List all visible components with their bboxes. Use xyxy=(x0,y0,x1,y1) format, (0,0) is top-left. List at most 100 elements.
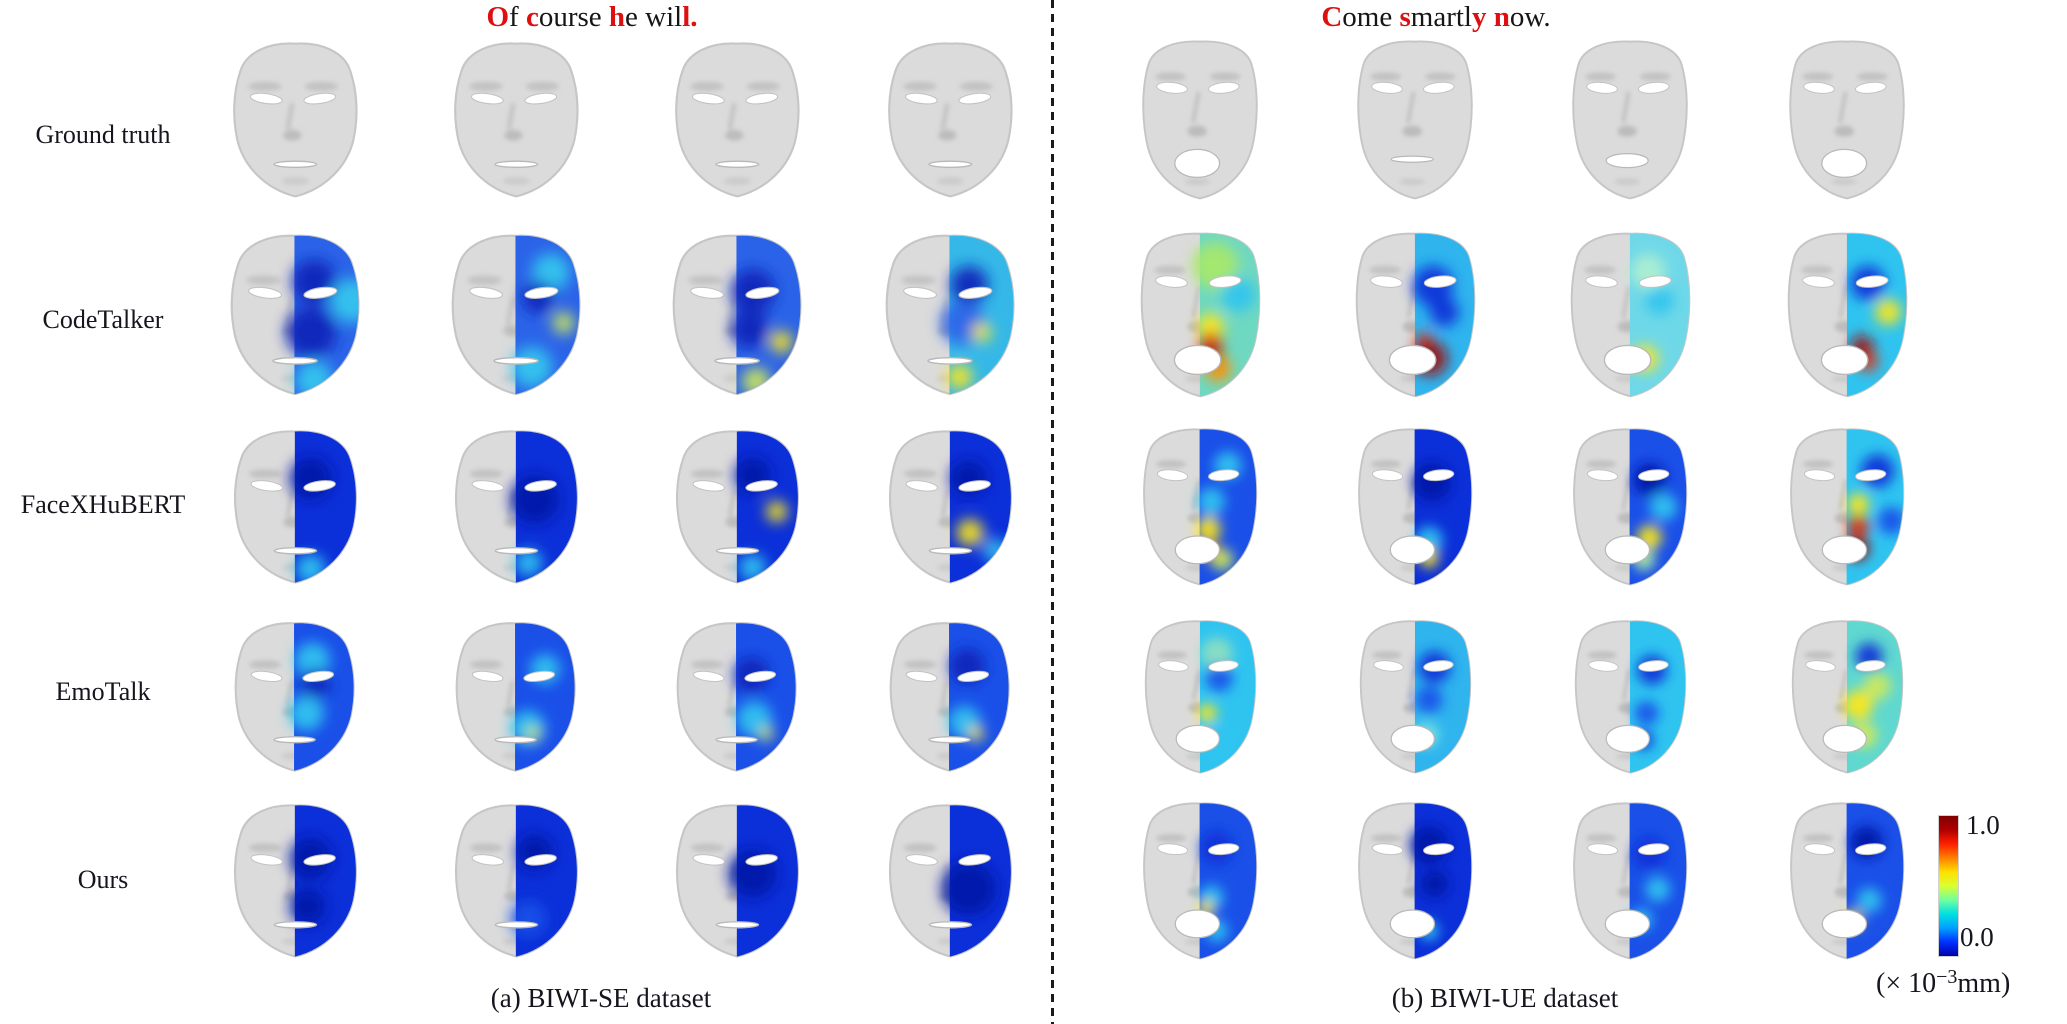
face-mesh-svg xyxy=(453,42,579,198)
face-emotalk-right-col4 xyxy=(1771,616,1923,778)
face-codetalker-right-col1 xyxy=(1124,228,1276,402)
face-ground-truth-right-col1 xyxy=(1124,36,1276,204)
face-mesh-svg xyxy=(1789,40,1905,200)
face-emotalk-left-col3 xyxy=(657,616,817,778)
face-mesh-svg xyxy=(889,622,1010,772)
title-char-highlight: C xyxy=(1321,1,1343,33)
face-mesh-svg xyxy=(676,622,797,772)
face-mesh-svg xyxy=(232,42,358,198)
colorbar-unit-close: mm) xyxy=(1957,968,2011,999)
face-mesh-svg xyxy=(887,42,1013,198)
face-ours-left-col2 xyxy=(436,798,596,964)
title-char: ome xyxy=(1342,1,1400,33)
face-emotalk-right-col1 xyxy=(1124,616,1276,778)
face-mesh-svg xyxy=(1574,620,1686,774)
title-char-highlight: y xyxy=(1471,1,1487,33)
face-facexhubert-right-col2 xyxy=(1339,424,1491,590)
face-mesh-svg xyxy=(1357,802,1473,960)
title-char-highlight: h xyxy=(608,1,626,33)
face-codetalker-right-col4 xyxy=(1771,228,1923,402)
row-label-ours: Ours xyxy=(77,865,129,894)
face-mesh-svg xyxy=(451,234,581,396)
face-ground-truth-left-col2 xyxy=(436,36,596,204)
colorbar-unit-open: (× 10 xyxy=(1876,968,1937,999)
face-mesh-svg xyxy=(885,234,1015,396)
row-label-ground-truth: Ground truth xyxy=(35,120,171,149)
face-mesh-svg xyxy=(1140,232,1260,398)
face-mesh-svg xyxy=(234,622,355,772)
row-label-emotalk: EmoTalk xyxy=(55,677,151,706)
title-char: ourse xyxy=(538,1,609,33)
face-mesh-svg xyxy=(888,804,1012,958)
face-mesh-svg xyxy=(1572,40,1688,200)
face-facexhubert-left-col2 xyxy=(436,424,596,590)
row-label-facexhubert: FaceXHuBERT xyxy=(20,490,186,519)
face-mesh-svg xyxy=(1357,40,1473,200)
title-char: wil xyxy=(645,1,683,33)
face-codetalker-right-col3 xyxy=(1554,228,1706,402)
face-mesh-svg xyxy=(1789,428,1905,586)
face-ground-truth-right-col3 xyxy=(1554,36,1706,204)
title-char-highlight: n xyxy=(1493,1,1510,33)
face-mesh-svg xyxy=(233,430,357,584)
face-ours-left-col3 xyxy=(657,798,817,964)
face-ours-right-col4 xyxy=(1771,798,1923,964)
face-mesh-svg xyxy=(1357,428,1473,586)
face-mesh-svg xyxy=(1359,620,1471,774)
face-mesh-svg xyxy=(675,804,799,958)
face-mesh-svg xyxy=(1142,40,1258,200)
face-mesh-svg xyxy=(455,622,576,772)
face-codetalker-right-col2 xyxy=(1339,228,1491,402)
face-ours-right-col2 xyxy=(1339,798,1491,964)
face-emotalk-left-col2 xyxy=(436,616,596,778)
face-mesh-svg xyxy=(1789,802,1905,960)
row-label-codetalker: CodeTalker xyxy=(42,305,164,334)
title-char: ow. xyxy=(1509,1,1551,33)
panel-caption-b: (b) BIWI-UE dataset xyxy=(1391,983,1619,1013)
face-mesh-svg xyxy=(672,234,802,396)
title-char-highlight: c xyxy=(525,1,539,33)
face-codetalker-left-col4 xyxy=(870,228,1030,402)
face-ground-truth-right-col2 xyxy=(1339,36,1491,204)
face-facexhubert-right-col3 xyxy=(1554,424,1706,590)
face-ours-left-col4 xyxy=(870,798,1030,964)
face-mesh-svg xyxy=(1142,428,1258,586)
colorbar-gradient xyxy=(1938,815,1959,957)
sentence-title-right: Come smartly now. xyxy=(1321,1,1550,33)
face-facexhubert-right-col1 xyxy=(1124,424,1276,590)
title-char: e xyxy=(625,1,646,33)
face-codetalker-left-col3 xyxy=(657,228,817,402)
face-ours-left-col1 xyxy=(215,798,375,964)
face-mesh-svg xyxy=(1787,232,1907,398)
face-emotalk-left-col1 xyxy=(215,616,375,778)
colorbar-unit-label: (× 10−3mm) xyxy=(1876,960,2010,1001)
colorbar-max-label: 1.0 xyxy=(1966,810,2000,840)
face-mesh-svg xyxy=(233,804,357,958)
title-char: martl xyxy=(1410,1,1472,33)
sentence-title-left: Of course he will. xyxy=(486,1,697,33)
face-mesh-svg xyxy=(454,430,578,584)
face-ground-truth-left-col3 xyxy=(657,36,817,204)
face-codetalker-left-col2 xyxy=(436,228,596,402)
face-mesh-svg xyxy=(675,430,799,584)
face-emotalk-right-col2 xyxy=(1339,616,1491,778)
face-mesh-svg xyxy=(1572,802,1688,960)
colorbar-min-label: 0.0 xyxy=(1960,922,1994,952)
face-ground-truth-left-col1 xyxy=(215,36,375,204)
face-emotalk-left-col4 xyxy=(870,616,1030,778)
face-emotalk-right-col3 xyxy=(1554,616,1706,778)
face-ground-truth-left-col4 xyxy=(870,36,1030,204)
title-char-highlight: s xyxy=(1399,1,1411,33)
face-mesh-svg xyxy=(674,42,800,198)
panel-separator-dashed-line xyxy=(1051,0,1054,1024)
panel-caption-a: (a) BIWI-SE dataset xyxy=(490,983,712,1013)
face-mesh-svg xyxy=(1355,232,1475,398)
title-char: f xyxy=(509,1,526,33)
face-facexhubert-right-col4 xyxy=(1771,424,1923,590)
title-char-highlight: O xyxy=(486,1,510,33)
title-char-highlight: l. xyxy=(682,1,698,33)
face-mesh-svg xyxy=(1570,232,1690,398)
face-ours-right-col3 xyxy=(1554,798,1706,964)
face-mesh-svg xyxy=(1142,802,1258,960)
